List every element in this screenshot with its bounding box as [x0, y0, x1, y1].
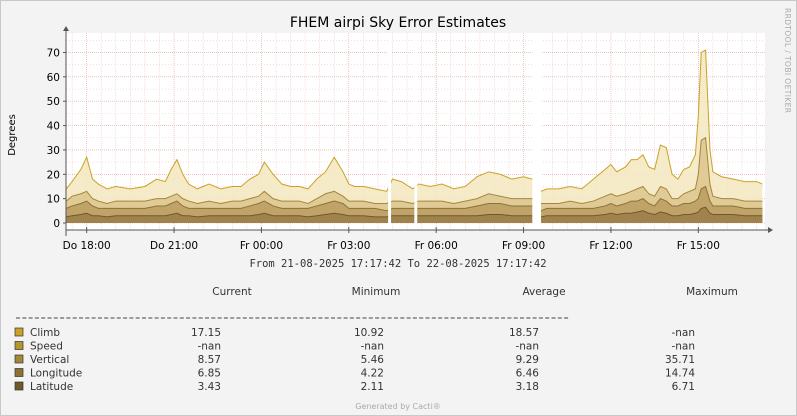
data-gaps — [388, 33, 542, 230]
legend-value: -nan — [197, 341, 221, 353]
x-tick-label: Do 18:00 — [63, 240, 111, 252]
x-tick-labels: Do 18:00 Do 21:00 Fr 00:00 Fr 03:00 Fr 06:00… — [63, 227, 720, 252]
x-tick-label: Fr 12:00 — [589, 240, 632, 252]
legend-swatch — [14, 341, 24, 350]
legend-header: Average — [522, 286, 565, 298]
legend-value: 17.15 — [191, 327, 221, 339]
gap — [414, 33, 418, 230]
legend-value: 3.18 — [516, 381, 539, 393]
legend-swatch — [14, 327, 24, 337]
time-range-text: From 21-08-2025 17:17:42 To 22-08-2025 1… — [249, 258, 546, 270]
axes — [63, 26, 773, 236]
x-tick-label: Fr 06:00 — [415, 240, 458, 252]
gap — [388, 33, 392, 230]
rrdtool-credit: RRDTOOL / TOBI OETIKER — [783, 8, 792, 113]
legend-value: -nan — [360, 341, 384, 353]
gap — [532, 33, 542, 230]
legend-name: Longitude — [30, 368, 82, 380]
legend-header: Maximum — [686, 286, 738, 298]
legend-value: 3.43 — [198, 381, 221, 393]
line-latitude — [66, 206, 763, 218]
legend-value: -nan — [515, 341, 539, 353]
y-tick-label: 20 — [47, 169, 60, 181]
legend-value: 6.71 — [672, 381, 695, 393]
legend-name: Climb — [30, 327, 60, 339]
x-tick-label: Fr 03:00 — [327, 240, 370, 252]
legend-value: -nan — [671, 341, 695, 353]
legend-swatch — [14, 368, 24, 377]
legend-value: 10.92 — [354, 327, 384, 339]
legend-name: Latitude — [30, 381, 73, 393]
series-lines — [65, 49, 763, 218]
y-tick-labels: 0 10 20 30 40 50 60 70 — [47, 47, 66, 230]
y-tick-label: 40 — [47, 121, 60, 133]
y-tick-label: 30 — [47, 145, 60, 157]
y-tick-label: 0 — [53, 218, 60, 230]
legend-name: Vertical — [30, 354, 69, 366]
legend-value: -nan — [671, 327, 695, 339]
legend-value: 6.46 — [516, 368, 540, 380]
chart-title: FHEM airpi Sky Error Estimates — [290, 15, 506, 31]
legend-value: 8.57 — [198, 354, 221, 366]
legend-value: 5.46 — [361, 354, 385, 366]
y-tick-label: 60 — [47, 72, 60, 84]
legend-header: Minimum — [352, 286, 401, 298]
y-tick-label: 10 — [47, 194, 60, 206]
legend-table: Current Minimum Average Maximum Climb 17.15 10… — [14, 286, 738, 393]
legend-value: 9.29 — [516, 354, 539, 366]
y-axis-label: Degrees — [7, 114, 18, 156]
x-tick-label: Do 21:00 — [150, 240, 198, 252]
legend-swatch — [14, 354, 24, 364]
legend-value: 2.11 — [361, 381, 384, 393]
area-latitude — [66, 207, 763, 223]
y-axis-arrow — [63, 26, 69, 31]
x-tick-label: Fr 00:00 — [240, 240, 283, 252]
x-tick-label: Fr 09:00 — [502, 240, 545, 252]
x-axis-arrow — [768, 227, 773, 233]
legend-name: Speed — [30, 341, 63, 353]
legend-value: 35.71 — [665, 354, 695, 366]
legend-swatch — [14, 381, 24, 391]
line-vertical — [65, 136, 763, 205]
y-tick-label: 50 — [47, 96, 60, 108]
x-tick-label: Fr 15:00 — [677, 240, 720, 252]
line-climb — [65, 49, 763, 192]
y-tick-label: 70 — [47, 47, 60, 59]
legend-value: 18.57 — [509, 327, 539, 339]
legend-value: 4.22 — [361, 368, 384, 380]
area-longitude — [66, 186, 763, 223]
area-vertical — [66, 137, 763, 223]
legend-value: 6.85 — [198, 368, 221, 380]
legend-value: 14.74 — [665, 368, 695, 380]
line-longitude — [66, 185, 763, 212]
legend-header: Current — [212, 286, 251, 298]
generated-by-footer: Generated by Cacti® — [355, 402, 441, 411]
